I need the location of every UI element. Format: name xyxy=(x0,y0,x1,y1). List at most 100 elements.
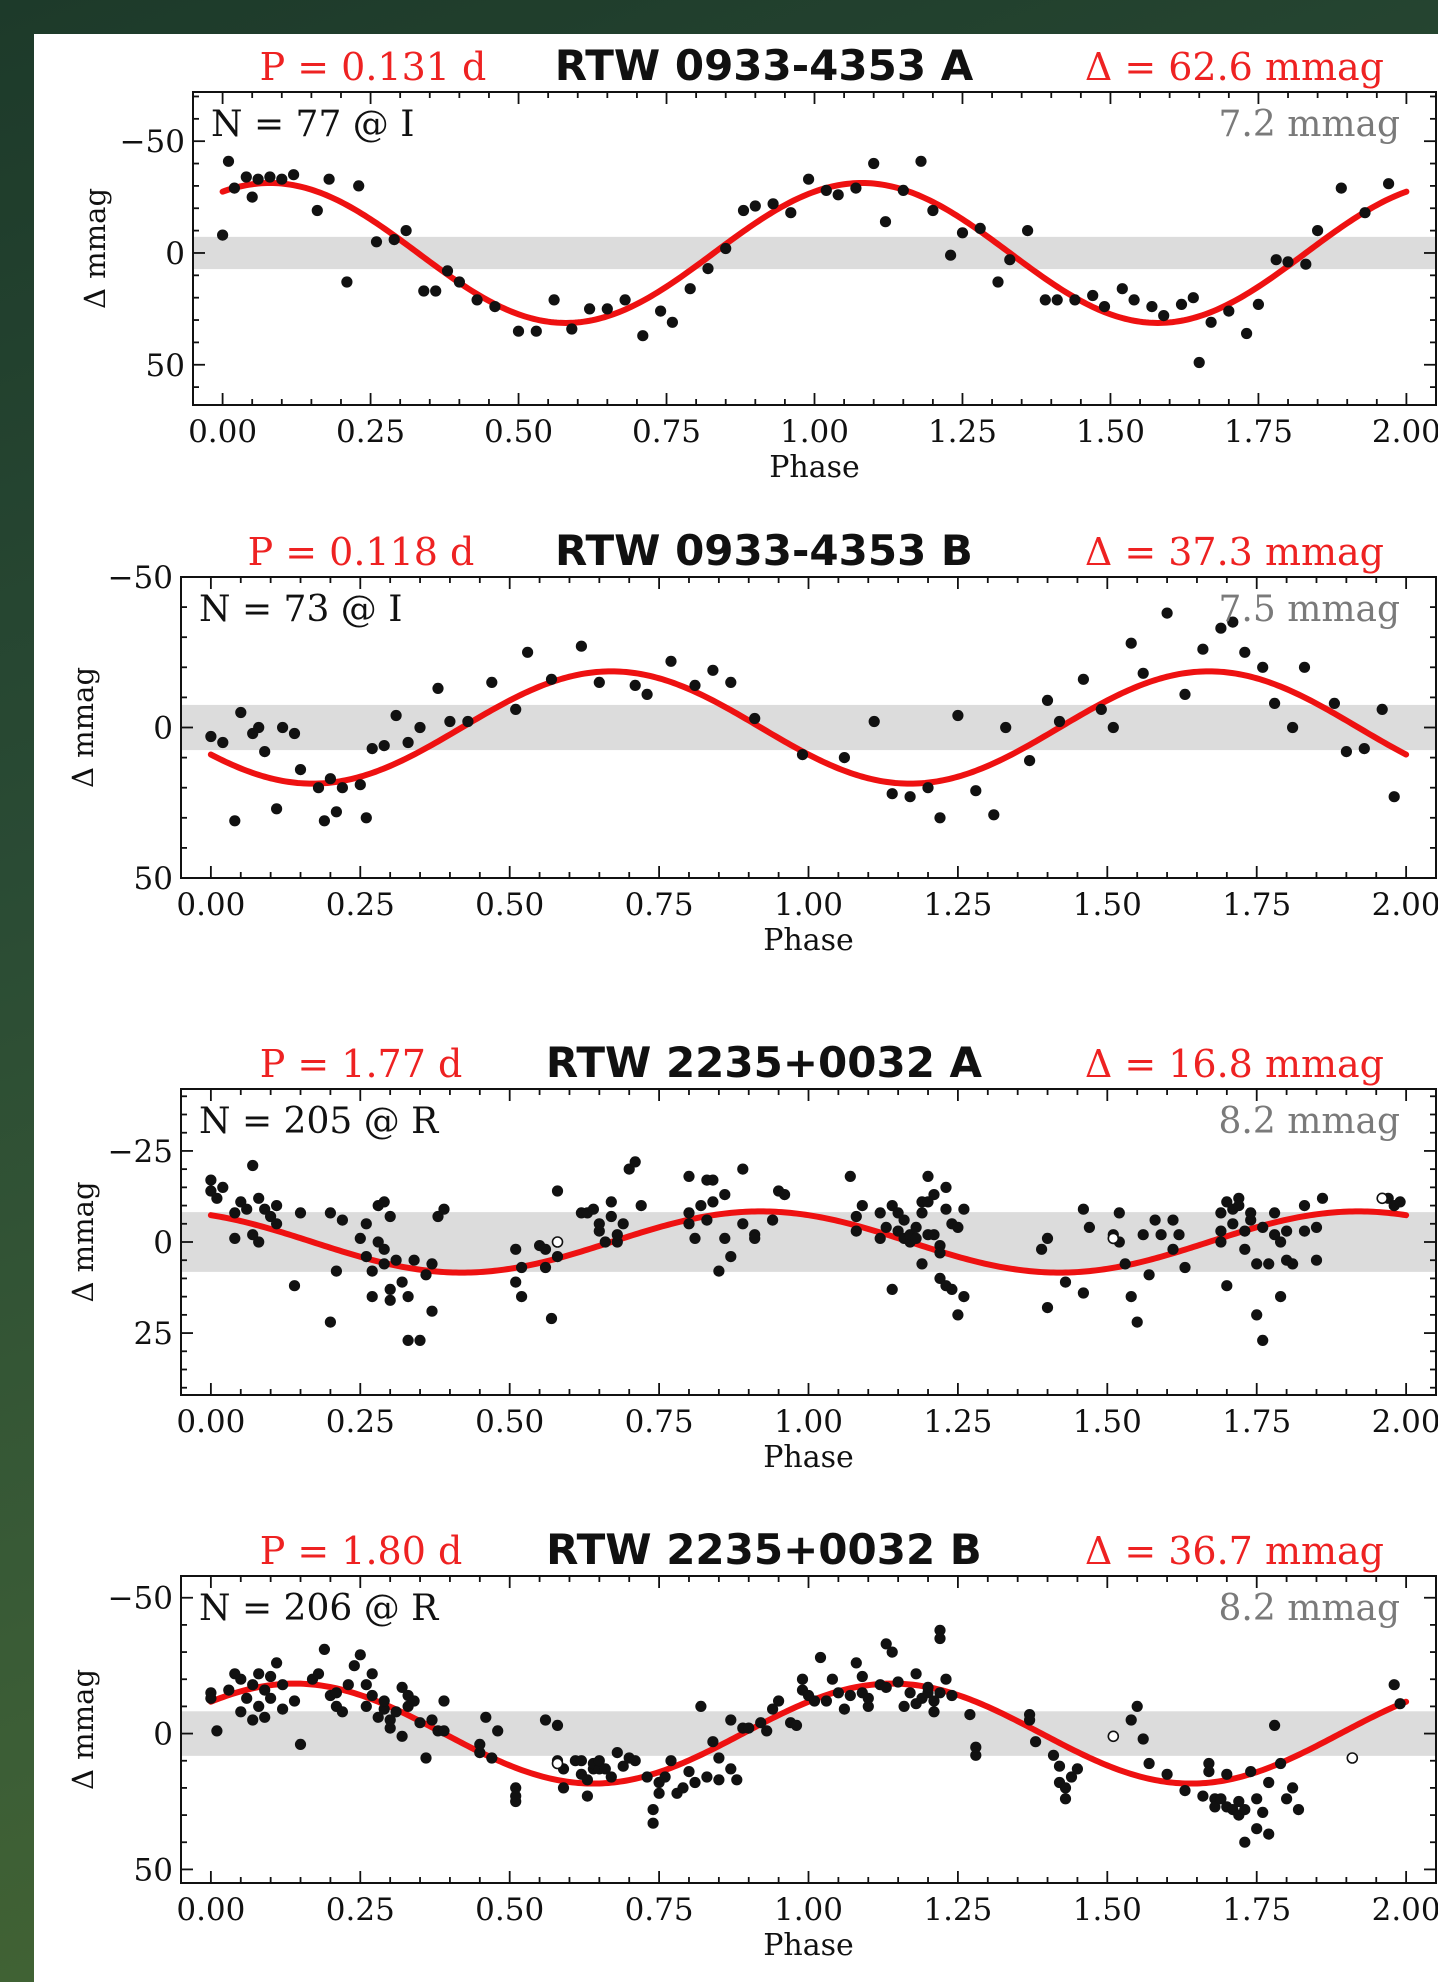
data-point xyxy=(868,157,880,170)
data-point xyxy=(1275,1236,1287,1248)
light-curve-panel: P = 0.118 d RTW 0933-4353 B Δ = 37.3 mmag 0… xyxy=(66,526,1438,958)
data-point xyxy=(1036,1243,1048,1255)
data-point xyxy=(832,189,844,201)
data-point xyxy=(707,664,719,676)
data-point xyxy=(366,1291,378,1303)
data-point xyxy=(341,276,353,288)
data-point xyxy=(1269,1207,1281,1219)
data-point xyxy=(992,276,1004,288)
data-point xyxy=(910,1668,922,1680)
x-tick-label: 2.00 xyxy=(1372,414,1438,450)
x-tick-label: 0.25 xyxy=(326,887,395,923)
data-point xyxy=(820,1695,833,1707)
data-point xyxy=(731,1774,743,1786)
data-point xyxy=(235,706,247,719)
rms-band xyxy=(181,1711,1436,1756)
x-tick-label: 0.50 xyxy=(475,887,544,923)
data-point xyxy=(1095,703,1107,716)
data-point xyxy=(324,1207,336,1219)
data-point xyxy=(737,1163,749,1175)
data-point xyxy=(384,1294,396,1306)
data-point xyxy=(414,1717,426,1729)
data-point xyxy=(510,1276,522,1288)
data-point xyxy=(737,1218,749,1230)
data-point xyxy=(1263,1776,1275,1789)
data-point xyxy=(1059,1276,1072,1288)
data-point xyxy=(803,173,815,185)
data-point xyxy=(1310,1221,1323,1233)
data-point xyxy=(360,812,372,824)
data-point xyxy=(551,1719,564,1731)
data-point xyxy=(1137,1733,1149,1745)
data-point xyxy=(336,1706,348,1718)
data-point xyxy=(581,1790,594,1802)
data-point xyxy=(880,1221,892,1233)
data-point xyxy=(510,1790,522,1802)
rms-band xyxy=(181,704,1436,751)
fit-curve xyxy=(207,668,1410,787)
y-tick-label: 25 xyxy=(134,1316,173,1352)
data-point xyxy=(253,1192,265,1204)
data-point xyxy=(336,1214,348,1226)
data-point xyxy=(1149,1214,1161,1226)
data-point xyxy=(229,1232,241,1244)
y-tick-label: 0 xyxy=(153,1717,173,1753)
sample-count-label: N = 205 @ R xyxy=(199,1101,439,1142)
data-point xyxy=(229,1207,241,1219)
data-point xyxy=(1039,294,1051,306)
data-point xyxy=(1316,1192,1329,1204)
data-point xyxy=(1030,1736,1042,1748)
chart-title: RTW 2235+0032 B xyxy=(546,1525,982,1574)
data-point xyxy=(426,1305,438,1317)
data-point xyxy=(426,1714,438,1726)
data-point xyxy=(277,1679,289,1691)
data-point xyxy=(1269,1719,1281,1731)
data-point xyxy=(1251,1823,1263,1835)
data-point xyxy=(862,1700,874,1712)
chart-title: RTW 0933-4353 A xyxy=(555,41,974,90)
data-point xyxy=(940,1673,952,1685)
data-point xyxy=(1270,254,1282,266)
data-point xyxy=(934,1632,946,1645)
data-point xyxy=(1116,283,1128,295)
data-point xyxy=(916,1258,928,1270)
data-point xyxy=(713,1265,725,1277)
data-point xyxy=(974,222,986,234)
data-point xyxy=(271,1218,283,1230)
data-point xyxy=(1146,301,1158,313)
data-point xyxy=(378,1695,390,1707)
data-point xyxy=(414,721,426,734)
data-point xyxy=(235,1706,247,1718)
light-curve-panel: P = 1.77 d RTW 2235+0032 A Δ = 16.8 mmag 0.… xyxy=(66,1038,1438,1475)
data-point xyxy=(294,1207,307,1219)
data-point xyxy=(372,1711,384,1723)
amplitude-label: Δ = 62.6 mmag xyxy=(1085,45,1384,89)
sample-count-label: N = 73 @ I xyxy=(199,589,402,630)
data-point xyxy=(956,227,969,239)
data-point xyxy=(217,229,229,241)
data-point xyxy=(1131,1316,1143,1328)
data-point xyxy=(1394,1196,1406,1208)
data-point xyxy=(850,1657,862,1669)
x-axis-label: Phase xyxy=(763,1440,854,1475)
data-point xyxy=(1257,1334,1269,1346)
data-point xyxy=(702,263,714,275)
open-data-point xyxy=(1376,1192,1388,1205)
data-point xyxy=(1197,643,1209,655)
data-point xyxy=(629,1755,641,1767)
data-point xyxy=(1239,1836,1251,1848)
data-point xyxy=(1137,1229,1149,1241)
data-point xyxy=(1287,721,1299,734)
data-point xyxy=(1125,1291,1137,1303)
data-point xyxy=(474,1747,486,1759)
data-point xyxy=(844,1689,856,1702)
data-point xyxy=(1179,1261,1191,1274)
fit-curve xyxy=(207,1208,1410,1276)
data-point xyxy=(1282,256,1294,268)
data-point xyxy=(1041,694,1054,707)
data-point xyxy=(1233,1200,1245,1212)
data-point xyxy=(1275,1291,1287,1303)
data-point xyxy=(605,1210,617,1223)
x-tick-label: 0.25 xyxy=(326,1892,395,1928)
data-point xyxy=(1203,1757,1215,1770)
